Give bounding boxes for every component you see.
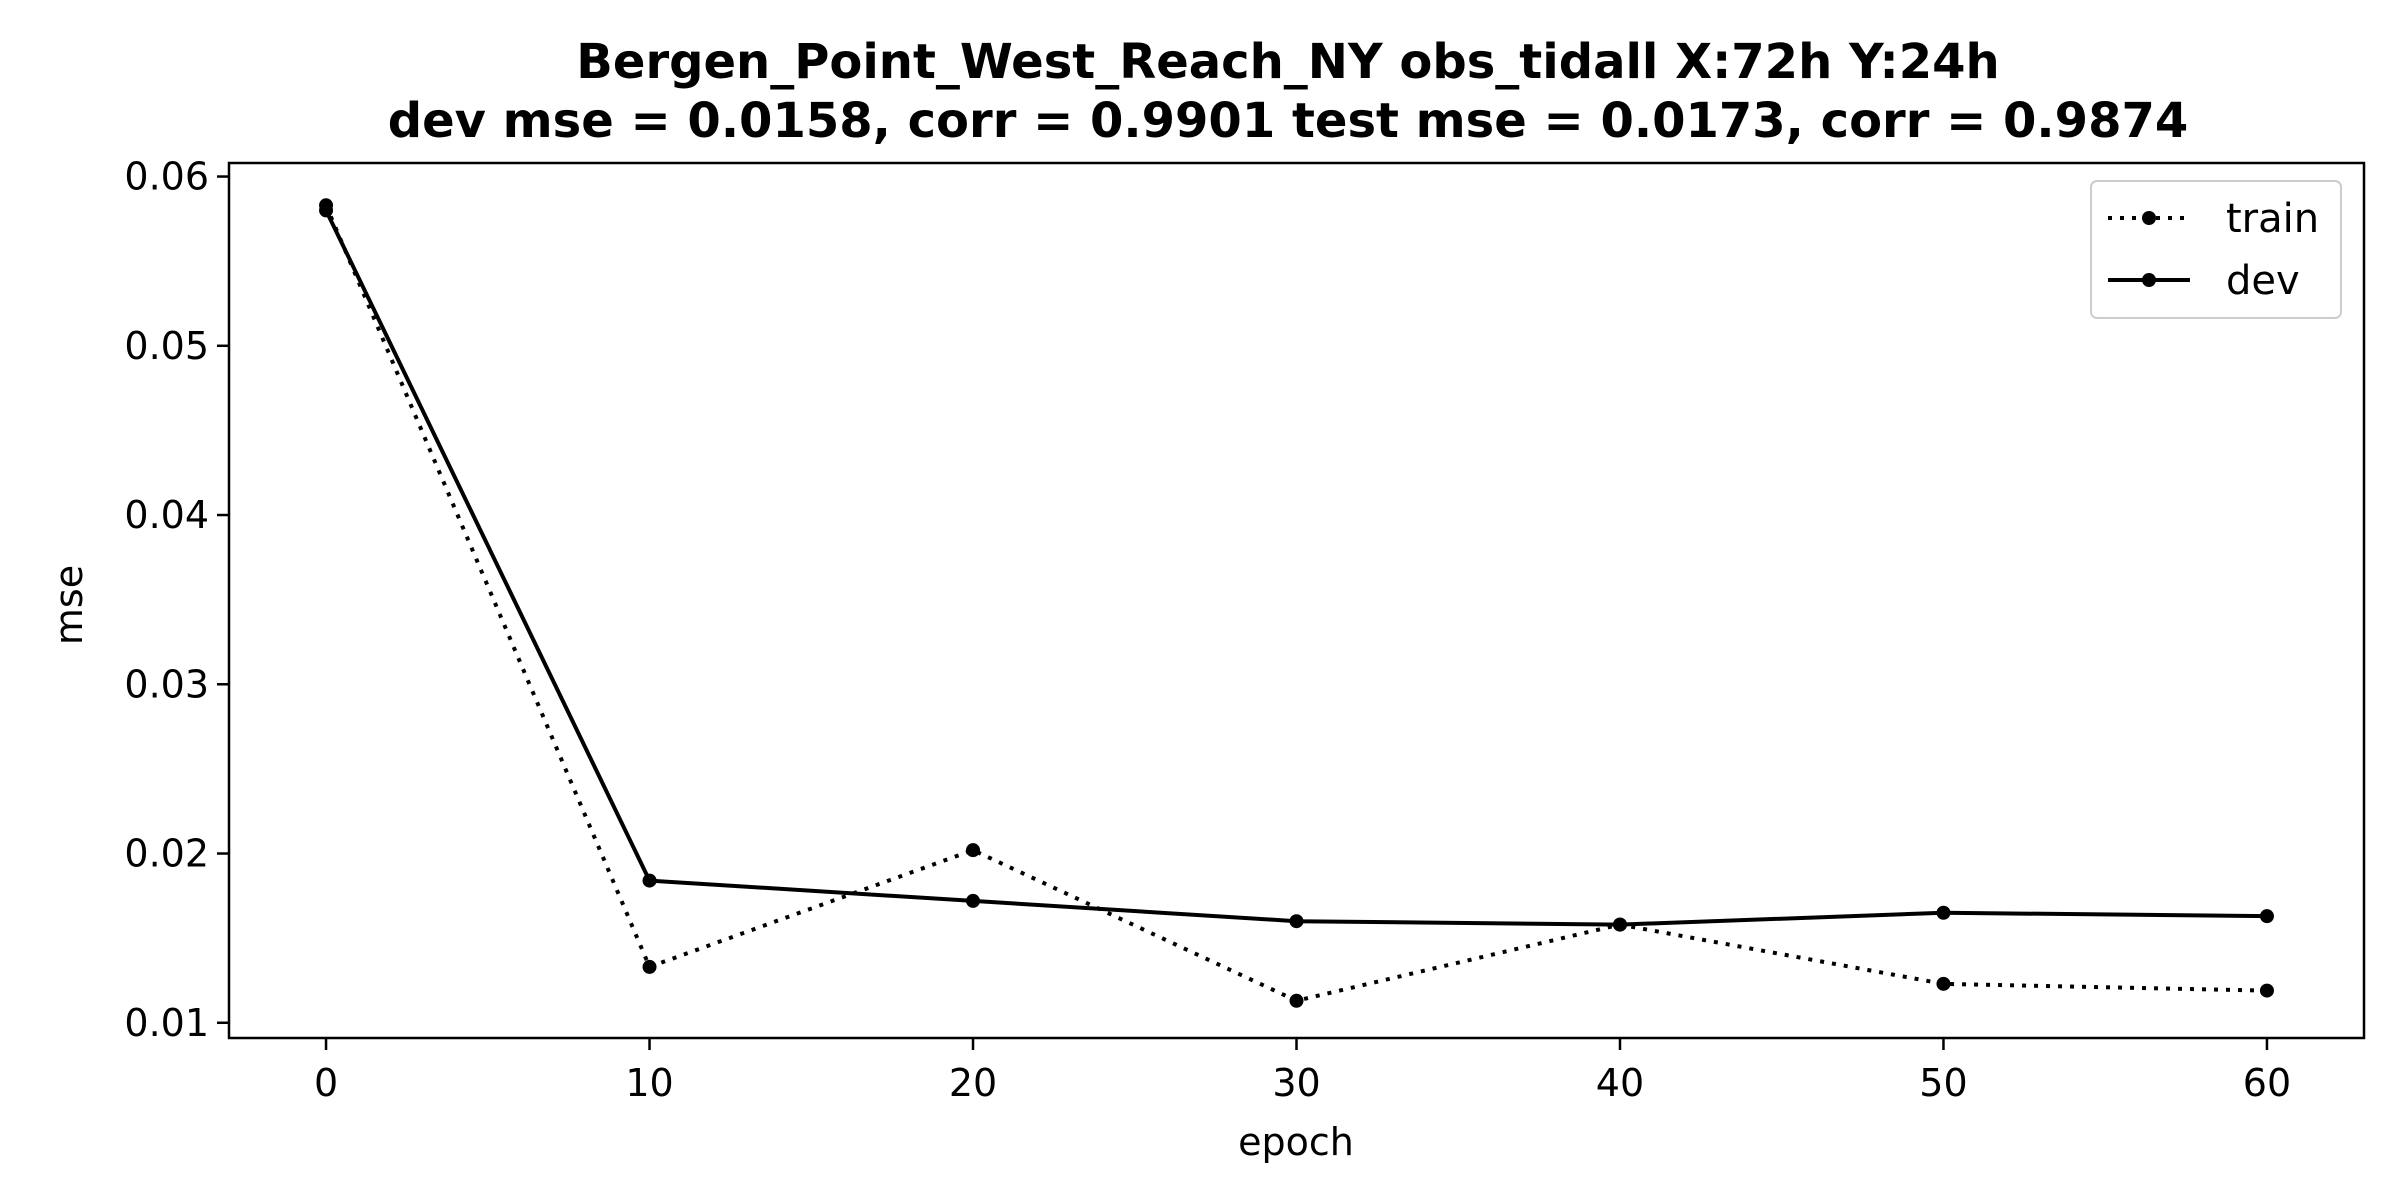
series-layer <box>319 198 2274 1008</box>
data-point-dev <box>966 893 981 908</box>
y-tick-label: 0.05 <box>124 324 209 368</box>
x-tick-label: 20 <box>949 1061 997 1105</box>
data-point-train <box>1936 976 1951 991</box>
x-tick-label: 30 <box>1272 1061 1320 1105</box>
y-axis-label: mse <box>47 565 91 645</box>
legend: train dev <box>2090 180 2342 319</box>
x-tick-label: 60 <box>2243 1061 2291 1105</box>
y-tick-label: 0.02 <box>124 832 209 876</box>
chart-title-line1: Bergen_Point_West_Reach_NY obs_tidall X:… <box>576 34 1999 90</box>
x-tick-label: 50 <box>1919 1061 1967 1105</box>
x-axis-ticks: 0 10 20 30 40 50 60 <box>314 1038 2291 1105</box>
plot-frame <box>227 161 2366 1040</box>
data-point-dev <box>2259 909 2274 924</box>
legend-dev-marker <box>2142 273 2156 287</box>
y-axis-ticks: 0.01 0.02 0.03 0.04 0.05 0.06 <box>124 155 229 1045</box>
x-axis-label: epoch <box>1238 1120 1354 1164</box>
x-tick-label: 40 <box>1596 1061 1644 1105</box>
series-line-train <box>324 204 2267 1003</box>
data-point-dev <box>642 873 657 888</box>
legend-dev-label: dev <box>2226 258 2300 304</box>
y-tick-label: 0.06 <box>124 155 209 199</box>
data-point-dev <box>1936 905 1951 920</box>
data-point-train <box>2259 983 2274 998</box>
data-point-dev <box>1612 917 1627 932</box>
data-point-train <box>1289 993 1304 1008</box>
y-tick-label: 0.03 <box>124 662 209 706</box>
x-tick-label: 10 <box>625 1061 673 1105</box>
data-point-dev <box>1289 914 1304 929</box>
data-point-train <box>966 843 981 858</box>
series-line-dev <box>324 209 2267 927</box>
chart-title-line2: dev mse = 0.0158, corr = 0.9901 test mse… <box>388 93 2189 149</box>
legend-train-label: train <box>2226 196 2319 242</box>
data-point-dev <box>319 203 334 218</box>
y-tick-label: 0.04 <box>124 493 209 537</box>
y-tick-label: 0.01 <box>124 1001 209 1045</box>
legend-train-marker <box>2142 211 2156 225</box>
data-point-train <box>642 959 657 974</box>
x-tick-label: 0 <box>314 1061 338 1105</box>
